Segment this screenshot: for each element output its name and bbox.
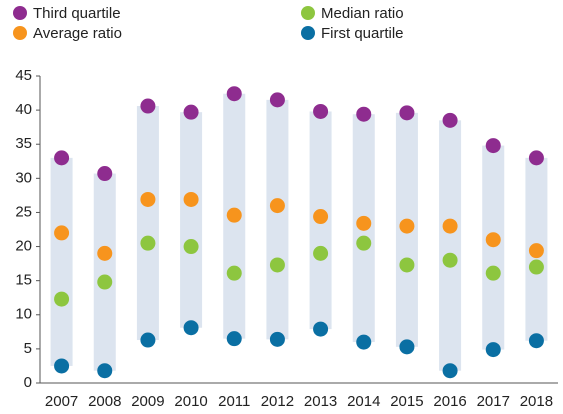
dot xyxy=(313,103,329,119)
y-tick-label: 45 xyxy=(15,67,32,84)
legend-label: Median ratio xyxy=(321,5,404,22)
legend-swatch xyxy=(13,26,27,40)
legend-swatch xyxy=(301,6,315,20)
range-bar xyxy=(50,157,73,366)
dot xyxy=(399,105,415,121)
dot xyxy=(226,331,242,347)
dot xyxy=(442,112,458,128)
x-tick-label: 2013 xyxy=(304,393,337,410)
dot xyxy=(356,106,372,122)
y-tick-label: 20 xyxy=(15,238,32,255)
legend-swatch xyxy=(13,6,27,20)
dot xyxy=(183,320,199,336)
dot xyxy=(226,265,242,281)
dot xyxy=(485,232,501,248)
x-tick-label: 2014 xyxy=(347,393,380,410)
dot xyxy=(485,265,501,281)
dot xyxy=(356,334,372,350)
x-tick-label: 2009 xyxy=(131,393,164,410)
y-tick-label: 35 xyxy=(15,135,32,152)
dot xyxy=(313,209,329,225)
dot xyxy=(313,321,329,337)
range-bar xyxy=(266,99,289,340)
dot xyxy=(442,363,458,379)
x-tick-label: 2010 xyxy=(174,393,207,410)
y-tick-label: 30 xyxy=(15,169,32,186)
dot xyxy=(356,215,372,231)
x-tick-label: 2015 xyxy=(390,393,423,410)
dot xyxy=(183,191,199,207)
dot xyxy=(140,235,156,251)
dot xyxy=(54,358,70,374)
dot xyxy=(140,98,156,114)
y-tick-label: 25 xyxy=(15,203,32,220)
dot xyxy=(269,257,285,273)
dot xyxy=(269,198,285,214)
dot xyxy=(97,363,113,379)
y-tick-label: 15 xyxy=(15,272,32,289)
dot xyxy=(485,138,501,154)
range-bar xyxy=(93,173,116,371)
dot xyxy=(528,259,544,275)
y-tick-label: 5 xyxy=(24,340,32,357)
legend-label: Average ratio xyxy=(33,25,122,42)
range-bar xyxy=(482,145,505,350)
dot xyxy=(442,252,458,268)
x-tick-label: 2008 xyxy=(88,393,121,410)
legend-swatch xyxy=(301,26,315,40)
x-tick-label: 2018 xyxy=(520,393,553,410)
x-tick-label: 2011 xyxy=(218,393,250,410)
range-bar xyxy=(180,112,203,328)
dot xyxy=(97,166,113,182)
dot xyxy=(226,207,242,223)
dot xyxy=(269,92,285,108)
dot xyxy=(313,245,329,261)
dot xyxy=(356,235,372,251)
x-tick-label: 2016 xyxy=(433,393,466,410)
dot xyxy=(226,86,242,102)
dot xyxy=(528,333,544,349)
range-bar xyxy=(439,120,462,371)
dot xyxy=(183,104,199,120)
x-tick-label: 2007 xyxy=(45,393,78,410)
dot xyxy=(97,245,113,261)
dot xyxy=(399,339,415,355)
dot xyxy=(442,218,458,234)
dot xyxy=(528,150,544,166)
dot xyxy=(54,291,70,307)
y-tick-label: 10 xyxy=(15,306,32,323)
legend-label: Third quartile xyxy=(33,5,121,22)
x-tick-label: 2017 xyxy=(477,393,510,410)
y-tick-label: 0 xyxy=(24,374,32,391)
dot xyxy=(269,331,285,347)
x-tick-label: 2012 xyxy=(261,393,294,410)
legend-label: First quartile xyxy=(321,25,404,42)
dot xyxy=(399,257,415,273)
dot xyxy=(140,191,156,207)
dot xyxy=(528,243,544,259)
dot xyxy=(54,225,70,241)
dot xyxy=(54,150,70,166)
dot xyxy=(97,274,113,290)
dot xyxy=(140,332,156,348)
range-bar xyxy=(136,106,159,341)
y-tick-label: 40 xyxy=(15,101,32,118)
dot xyxy=(485,342,501,358)
dot xyxy=(183,239,199,255)
dot xyxy=(399,218,415,234)
